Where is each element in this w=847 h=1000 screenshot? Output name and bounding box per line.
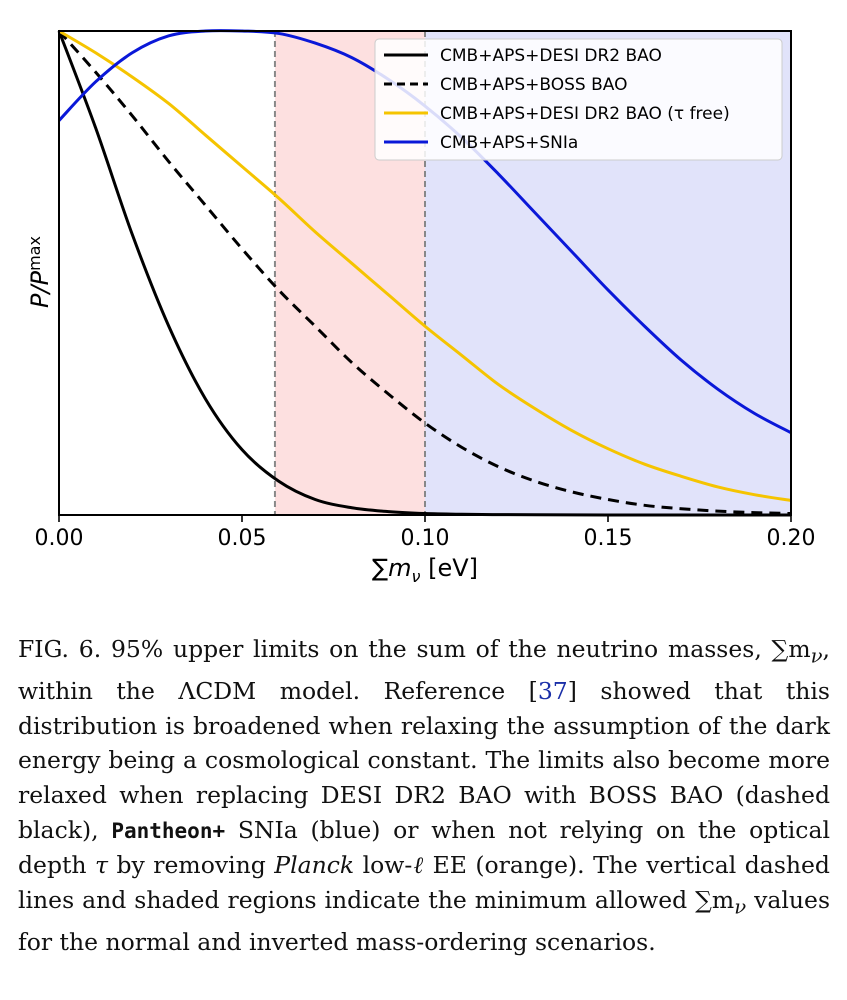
x-axis-label-main: ∑m <box>372 554 412 582</box>
legend-label-3: CMB+APS+DESI DR2 BAO (τ free) <box>440 104 730 124</box>
caption-text-6: low- <box>354 851 413 880</box>
x-tick-label: 0.00 <box>35 526 84 551</box>
caption-planck: Planck <box>274 851 355 880</box>
caption-text-3: ] showed that this distribution is broad… <box>18 677 830 844</box>
series-line-3 <box>58 29 792 502</box>
y-axis-label: P/Pmax <box>25 236 54 308</box>
x-axis-label: ∑mν [eV] <box>372 554 478 586</box>
caption-text-8: values for the normal and inverted mass-… <box>18 885 831 957</box>
x-tick-label: 0.05 <box>218 526 267 551</box>
caption-text-2: , within the ΛCDM model. Reference [ <box>18 635 831 706</box>
caption-pantheon: Pantheon+ <box>111 818 226 843</box>
caption-text-5: by removing <box>108 851 275 880</box>
caption-tau: τ <box>95 851 109 880</box>
legend-label-1: CMB+APS+DESI DR2 BAO <box>440 46 662 66</box>
x-tick-label: 0.15 <box>584 526 633 551</box>
legend-box <box>374 38 783 161</box>
chart: 0.00 0.05 0.10 0.15 0.20 ∑mν [eV] P/Pmax CMB… <box>25 29 816 586</box>
x-ticks: 0.00 0.05 0.10 0.15 0.20 <box>35 515 816 551</box>
legend-label-4: CMB+APS+SNIa <box>440 133 578 153</box>
legend: CMB+APS+DESI DR2 BAO CMB+APS+BOSS BAO CMB+… <box>374 38 783 161</box>
caption-sub-nu-1: ν <box>810 644 823 668</box>
figure-caption: FIG. 6. 95% upper limits on the sum of t… <box>18 632 830 960</box>
x-tick-label: 0.10 <box>401 526 450 551</box>
caption-text-1: 95% upper limits on the sum of the neutr… <box>101 635 811 663</box>
caption-label: FIG. 6. <box>18 635 102 663</box>
y-axis-label-main: P/P <box>26 270 54 308</box>
caption-sub-nu-2: ν <box>734 895 747 919</box>
caption-ell: ℓ <box>412 851 425 880</box>
caption-text-4: SNIa (blue) or when not relying on the o… <box>18 815 830 880</box>
series-line-2 <box>57 30 792 516</box>
x-axis-label-sub: ν <box>412 567 421 586</box>
x-tick-label: 0.20 <box>767 526 816 551</box>
y-axis-label-sub: max <box>25 236 44 271</box>
caption-text-7: EE (orange). The vertical dashed lines a… <box>18 851 830 914</box>
legend-label-2: CMB+APS+BOSS BAO <box>440 75 627 95</box>
reference-link[interactable]: 37 <box>537 677 568 706</box>
x-axis-label-unit: [eV] <box>420 554 478 582</box>
